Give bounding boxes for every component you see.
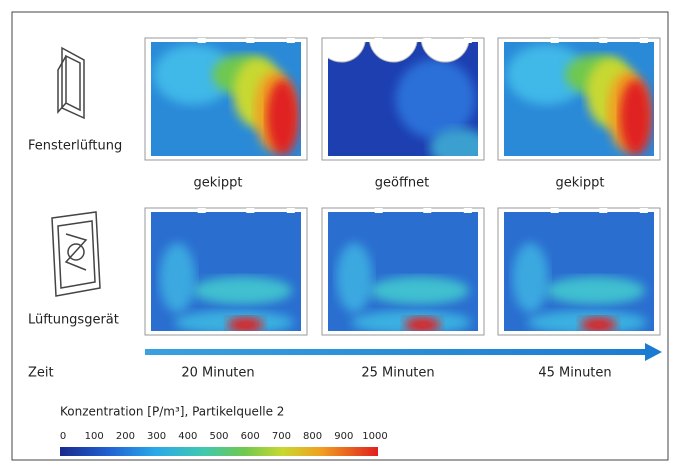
vent — [464, 38, 472, 43]
heatmap-panel — [498, 38, 660, 160]
caption: geöffnet — [375, 176, 430, 191]
heat-blob — [192, 277, 292, 305]
vent — [375, 38, 383, 43]
timeline-label: Zeit — [28, 366, 54, 381]
time-arrow — [145, 343, 662, 361]
heatmap-panel — [498, 208, 660, 335]
vent — [551, 38, 559, 43]
vent — [198, 38, 206, 43]
heat-blob — [267, 79, 299, 155]
colorbar-tick-label: 900 — [334, 431, 353, 442]
heat-blob — [580, 317, 616, 333]
heatmap-panel — [322, 208, 484, 335]
colorbar — [60, 447, 378, 456]
vent — [640, 38, 648, 43]
vent — [246, 208, 254, 213]
colorbar-tick-label: 0 — [60, 431, 66, 442]
heatmap — [498, 208, 660, 335]
colorbar-tick-label: 100 — [85, 431, 104, 442]
heat-blob — [369, 277, 469, 305]
heatmap-panel — [145, 208, 307, 335]
heat-blob — [227, 317, 263, 333]
vent — [423, 38, 431, 43]
vent — [551, 208, 559, 213]
heatmap — [145, 208, 307, 335]
caption: gekippt — [556, 176, 605, 191]
colorbar-tick-label: 500 — [209, 431, 228, 442]
unit-icon — [52, 212, 100, 296]
colorbar-tick-label: 600 — [241, 431, 260, 442]
window-icon — [58, 48, 84, 118]
colorbar-tick-label: 700 — [272, 431, 291, 442]
heat-blob — [404, 317, 440, 333]
heat-blob — [395, 59, 475, 139]
row-label: Lüftungsgerät — [28, 313, 119, 328]
colorbar-tick-label: 1000 — [362, 431, 387, 442]
colorbar-tick-label: 200 — [116, 431, 135, 442]
vent — [287, 38, 295, 43]
heat-blob — [545, 277, 645, 305]
vent — [599, 38, 607, 43]
row-label: Fensterlüftung — [28, 139, 122, 154]
vent — [287, 208, 295, 213]
heatmap — [322, 208, 484, 335]
time-label: 45 Minuten — [538, 366, 611, 381]
vent — [375, 208, 383, 213]
heatmap — [145, 38, 307, 160]
time-label: 20 Minuten — [181, 366, 254, 381]
colorbar-title: Konzentration [P/m³], Partikelquelle 2 — [60, 405, 284, 419]
vent — [246, 38, 254, 43]
heat-blob — [159, 243, 195, 313]
heat-blob — [620, 79, 652, 155]
vent — [423, 208, 431, 213]
caption: gekippt — [194, 176, 243, 191]
time-label: 25 Minuten — [361, 366, 434, 381]
heat-blob — [336, 243, 372, 313]
heatmap-panel — [145, 38, 307, 160]
vent — [640, 208, 648, 213]
heatmap-panel — [317, 14, 489, 168]
colorbar-tick-label: 300 — [147, 431, 166, 442]
heatmap — [317, 14, 489, 168]
vent — [599, 208, 607, 213]
panels — [145, 14, 660, 335]
colorbar-tick-label: 800 — [303, 431, 322, 442]
colorbar-ticks: 0 100 200 300 400 500 600 700 800 900 1000 — [60, 431, 388, 442]
colorbar-tick-label: 400 — [178, 431, 197, 442]
vent — [464, 208, 472, 213]
heat-blob — [512, 243, 548, 313]
heatmap — [498, 38, 660, 160]
vent — [198, 208, 206, 213]
figure: Fensterlüftung Lüftungsgerät gekippt geö… — [0, 0, 678, 472]
